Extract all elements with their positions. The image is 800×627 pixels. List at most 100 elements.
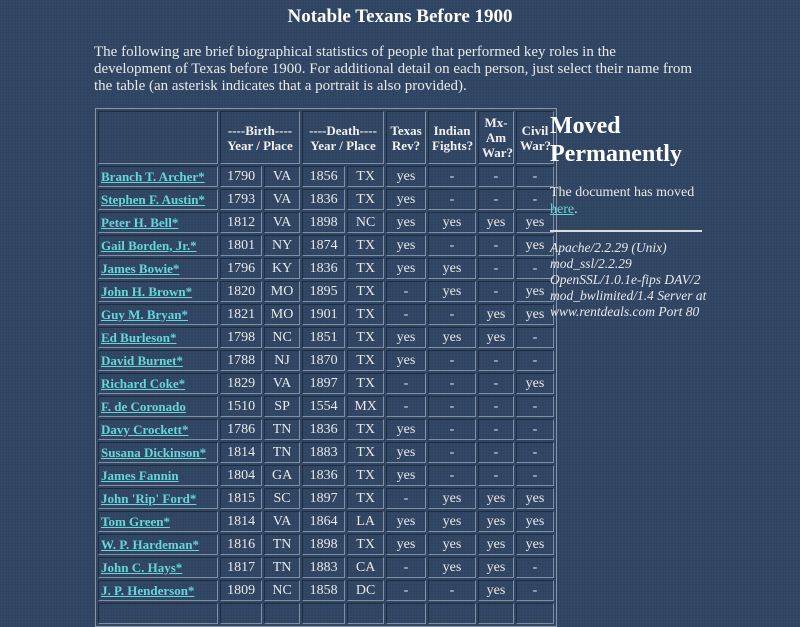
cell-birth-year: 1510 — [220, 396, 263, 417]
cell-civil-war: yes — [516, 281, 554, 302]
person-link[interactable]: John 'Rip' Ford* — [101, 490, 197, 506]
table-row: Guy M. Bryan* 1821 MO 1901 TX - - yes yes — [98, 304, 554, 325]
cell-texas-rev: yes — [386, 166, 426, 187]
cell-mx-am-war: - — [478, 465, 514, 486]
cell-texas-rev: - — [386, 396, 426, 417]
person-link[interactable]: W. P. Hardeman* — [101, 536, 199, 552]
cell-name: J. P. Henderson* — [98, 580, 218, 601]
cell-death-year: 1874 — [302, 235, 346, 256]
cell-death-year: 1858 — [302, 580, 346, 601]
cell-civil-war: yes — [516, 511, 554, 532]
cell-birth-place: VA — [264, 212, 300, 233]
cell-death-place: TX — [347, 442, 384, 463]
person-link[interactable]: Richard Coke* — [101, 375, 186, 391]
person-link[interactable]: F. de Coronado — [101, 398, 186, 414]
cell-civil-war: - — [516, 442, 554, 463]
cell-death-year: 1836 — [302, 465, 346, 486]
cell-death-place: TX — [347, 350, 384, 371]
cell-death-year: 1864 — [302, 511, 346, 532]
header-indian-fights: Indian Fights? — [428, 111, 476, 164]
cell-texas-rev: yes — [386, 442, 426, 463]
texans-table: ----Birth---- Year / Place ----Death----… — [95, 108, 557, 627]
table-row: John H. Brown* 1820 MO 1895 TX - yes - yes — [98, 281, 554, 302]
cell-indian-fights: - — [428, 465, 476, 486]
cell-death-place — [347, 603, 384, 624]
cell-civil-war: - — [516, 189, 554, 210]
person-link[interactable]: Stephen F. Austin* — [101, 191, 205, 207]
table-row: James Bowie* 1796 KY 1836 TX yes yes - - — [98, 258, 554, 279]
cell-birth-year: 1815 — [220, 488, 263, 509]
cell-death-place: TX — [347, 419, 384, 440]
cell-death-place: DC — [347, 580, 384, 601]
cell-birth-year: 1820 — [220, 281, 263, 302]
cell-birth-place: MO — [264, 304, 300, 325]
cell-name: Ed Burleson* — [98, 327, 218, 348]
cell-mx-am-war: yes — [478, 511, 514, 532]
cell-birth-year: 1801 — [220, 235, 263, 256]
cell-death-year: 1901 — [302, 304, 346, 325]
person-link[interactable]: James Bowie* — [101, 260, 180, 276]
person-link[interactable]: Tom Green* — [101, 513, 170, 529]
person-link[interactable]: Davy Crockett* — [101, 421, 189, 437]
cell-indian-fights: yes — [428, 327, 476, 348]
table-row: John 'Rip' Ford* 1815 SC 1897 TX - yes yes yes — [98, 488, 554, 509]
cell-civil-war: - — [516, 350, 554, 371]
cell-birth-place: TN — [264, 534, 300, 555]
cell-name: David Burnet* — [98, 350, 218, 371]
cell-birth-place: TN — [264, 557, 300, 578]
table-row: David Burnet* 1788 NJ 1870 TX yes - - - — [98, 350, 554, 371]
cell-texas-rev: yes — [386, 465, 426, 486]
cell-name: Guy M. Bryan* — [98, 304, 218, 325]
table-row: F. de Coronado 1510 SP 1554 MX - - - - — [98, 396, 554, 417]
cell-birth-place: VA — [264, 166, 300, 187]
table-row: Branch T. Archer* 1790 VA 1856 TX yes - - - — [98, 166, 554, 187]
person-link[interactable]: John C. Hays* — [101, 559, 183, 575]
person-link[interactable]: John H. Brown* — [101, 283, 193, 299]
error-heading: Moved Permanently — [550, 113, 682, 167]
cell-indian-fights: - — [428, 189, 476, 210]
cell-death-place: LA — [347, 511, 384, 532]
cell-texas-rev: yes — [386, 212, 426, 233]
divider — [550, 230, 702, 232]
person-link[interactable]: Susana Dickinson* — [101, 444, 207, 460]
cell-mx-am-war: - — [478, 442, 514, 463]
person-link[interactable]: Peter H. Bell* — [101, 214, 179, 230]
cell-texas-rev: yes — [386, 189, 426, 210]
cell-mx-am-war: yes — [478, 304, 514, 325]
here-link[interactable]: here — [550, 202, 575, 217]
person-link[interactable]: James Fannin — [101, 467, 179, 483]
person-link[interactable]: David Burnet* — [101, 352, 183, 368]
cell-birth-year: 1817 — [220, 557, 263, 578]
person-link[interactable]: Gail Borden, Jr.* — [101, 237, 197, 253]
cell-death-year: 1897 — [302, 373, 346, 394]
cell-indian-fights: - — [428, 350, 476, 371]
cell-name: Davy Crockett* — [98, 419, 218, 440]
cell-death-year: 1897 — [302, 488, 346, 509]
cell-birth-year: 1816 — [220, 534, 263, 555]
cell-texas-rev: - — [386, 281, 426, 302]
table-row — [98, 603, 554, 624]
table-row: Tom Green* 1814 VA 1864 LA yes yes yes yes — [98, 511, 554, 532]
cell-birth-year: 1786 — [220, 419, 263, 440]
table-row: Ed Burleson* 1798 NC 1851 TX yes yes yes - — [98, 327, 554, 348]
cell-birth-place: GA — [264, 465, 300, 486]
cell-texas-rev: yes — [386, 511, 426, 532]
cell-texas-rev: yes — [386, 534, 426, 555]
cell-name: Richard Coke* — [98, 373, 218, 394]
person-link[interactable]: Guy M. Bryan* — [101, 306, 189, 322]
cell-birth-year: 1790 — [220, 166, 263, 187]
cell-name: Branch T. Archer* — [98, 166, 218, 187]
cell-indian-fights — [428, 603, 476, 624]
cell-name: James Bowie* — [98, 258, 218, 279]
person-link[interactable]: J. P. Henderson* — [101, 582, 195, 598]
table-row: Peter H. Bell* 1812 VA 1898 NC yes yes yes yes — [98, 212, 554, 233]
server-signature: Apache/2.2.29 (Unix) mod_ssl/2.2.29 Open… — [550, 240, 707, 319]
header-birth: ----Birth---- Year / Place — [220, 111, 300, 164]
cell-death-year: 1883 — [302, 557, 346, 578]
person-link[interactable]: Branch T. Archer* — [101, 168, 205, 184]
cell-birth-place: KY — [264, 258, 300, 279]
cell-birth-year: 1814 — [220, 442, 263, 463]
cell-civil-war: - — [516, 166, 554, 187]
person-link[interactable]: Ed Burleson* — [101, 329, 177, 345]
cell-indian-fights: yes — [428, 258, 476, 279]
